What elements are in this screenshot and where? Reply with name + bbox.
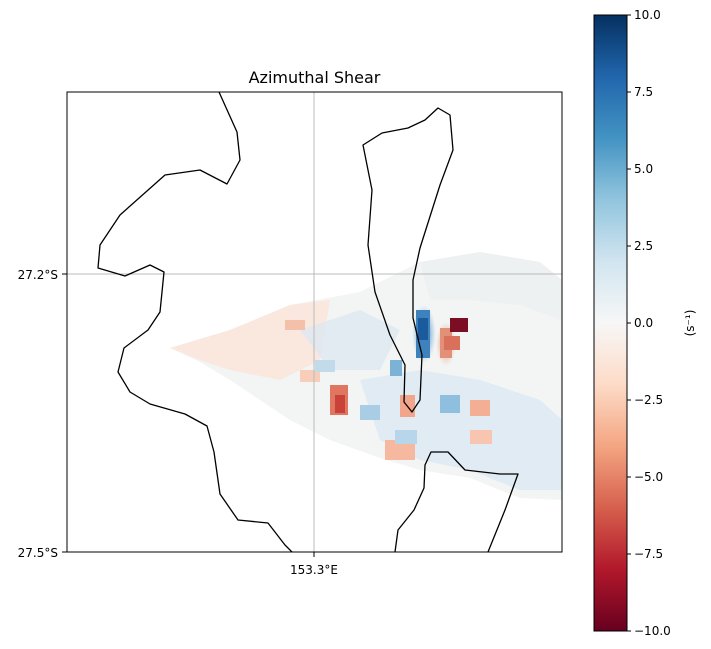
colorbar-label: (s⁻¹) bbox=[683, 310, 697, 337]
colorbar-tick-label: 10.0 bbox=[634, 8, 661, 22]
colorbar-tick-label: −5.0 bbox=[634, 470, 663, 484]
colorbar-tick-label: 2.5 bbox=[634, 239, 653, 253]
colorbar-tick-label: 7.5 bbox=[634, 85, 653, 99]
chart-title: Azimuthal Shear bbox=[248, 68, 381, 87]
y-tick-label: 27.2°S bbox=[18, 268, 58, 282]
y-tick-label: 27.5°S bbox=[18, 546, 58, 560]
colorbar-ticks: 10.0 7.5 5.0 2.5 0.0 −2.5 −5.0 −7.5 −10.0 bbox=[627, 8, 671, 638]
colorbar-tick-label: −7.5 bbox=[634, 547, 663, 561]
coastlines bbox=[97, 92, 519, 552]
shear-field bbox=[170, 252, 562, 500]
colorbar-tick-label: 0.0 bbox=[634, 316, 653, 330]
colorbar-tick-label: −2.5 bbox=[634, 393, 663, 407]
colorbar-tick-label: 5.0 bbox=[634, 162, 653, 176]
axis-ticks bbox=[62, 273, 315, 557]
x-tick-label: 153.3°E bbox=[290, 563, 338, 577]
colorbar bbox=[593, 14, 628, 632]
gridlines bbox=[67, 92, 562, 552]
colorbar-tick-label: −10.0 bbox=[634, 624, 671, 638]
